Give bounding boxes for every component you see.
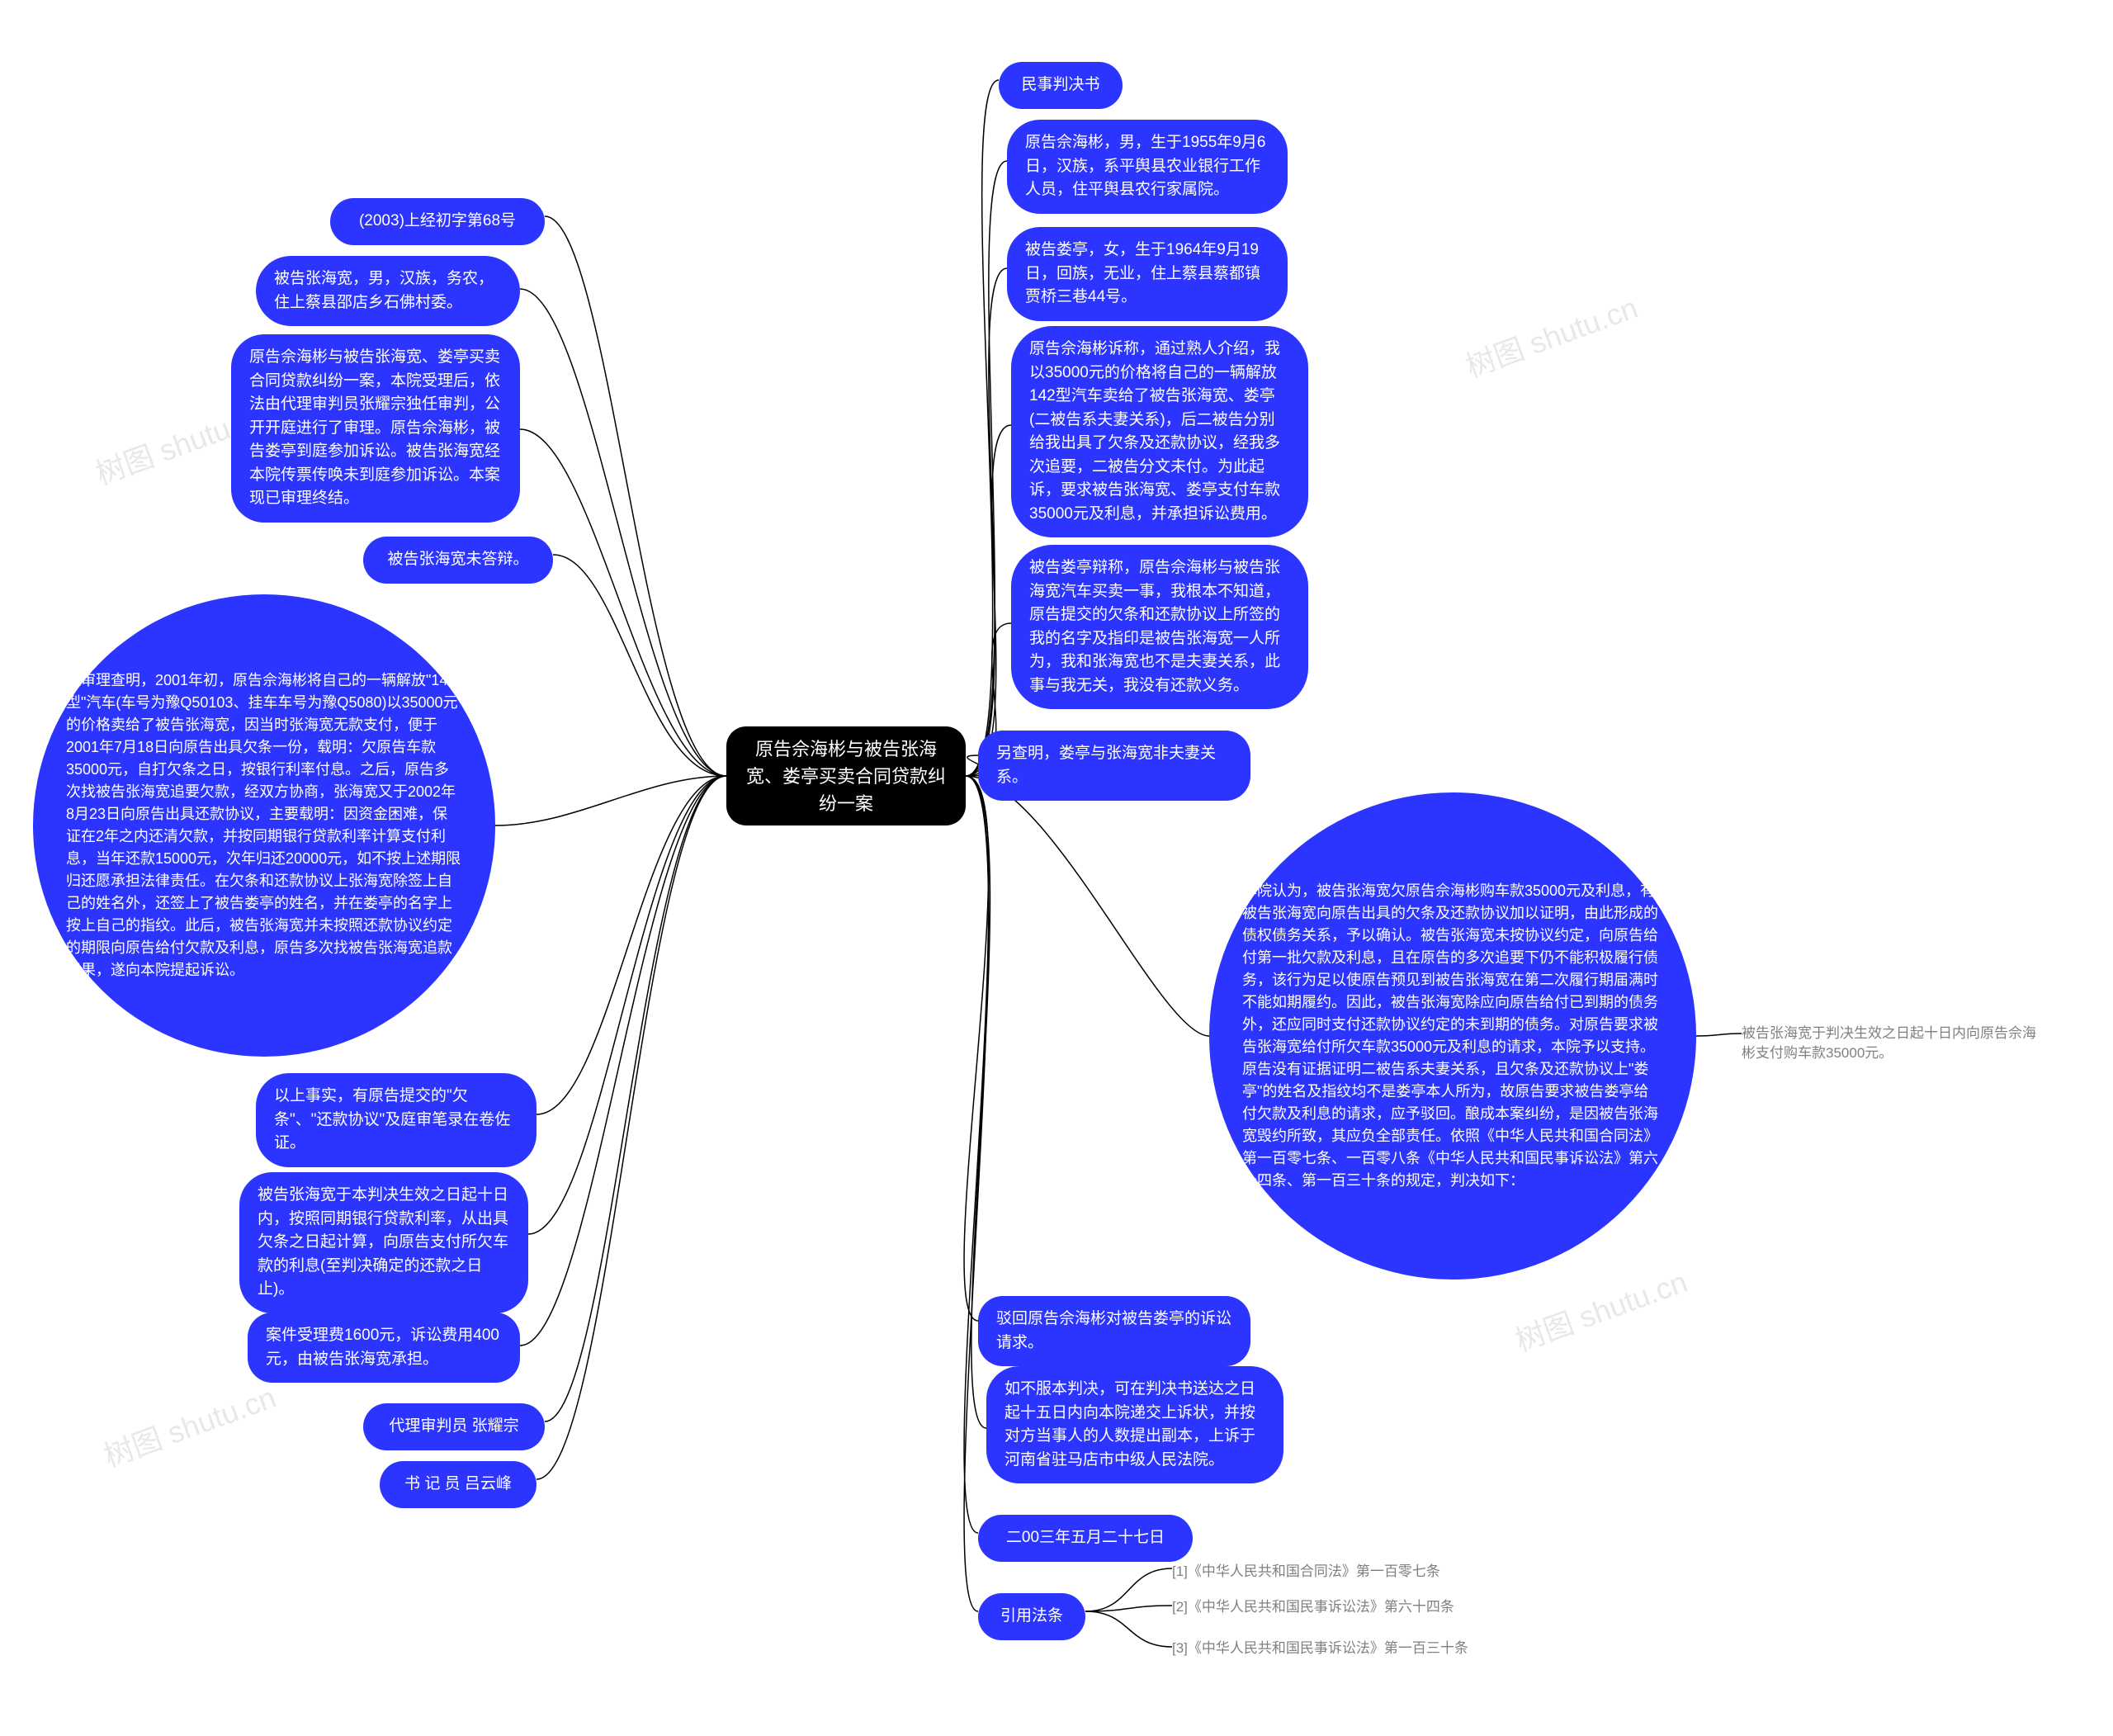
node-clerk: 书 记 员 吕云峰 [380, 1461, 537, 1508]
center-node: 原告佘海彬与被告张海宽、娄亭买卖合同贷款纠纷一案 [726, 726, 966, 825]
node-additional-finding: 另查明，娄亭与张海宽非夫妻关系。 [978, 731, 1250, 801]
node-defendant-lou-info: 被告娄亭，女，生于1964年9月19日，回族，无业，住上蔡县蔡都镇贾桥三巷44号… [1007, 227, 1288, 321]
node-defendant-zhang-info: 被告张海宽，男，汉族，务农，住上蔡县邵店乡石佛村委。 [256, 256, 520, 326]
leaf-law-1: [1]《中华人民共和国合同法》第一百零七条 [1172, 1562, 1469, 1582]
node-appeal-notice: 如不服本判决，可在判决书送达之日起十五日内向本院递交上诉状，并按对方当事人的人数… [986, 1366, 1283, 1483]
node-dismiss-lou: 驳回原告佘海彬对被告娄亭的诉讼请求。 [978, 1296, 1250, 1366]
node-judgment-title: 民事判决书 [999, 62, 1123, 109]
node-court-opinion: 本院认为，被告张海宽欠原告佘海彬购车款35000元及利息，有被告张海宽向原告出具… [1209, 792, 1696, 1280]
node-plaintiff-info: 原告佘海彬，男，生于1955年9月6日，汉族，系平舆县农业银行工作人员，住平舆县… [1007, 120, 1288, 214]
leaf-law-2: [2]《中华人民共和国民事诉讼法》第六十四条 [1172, 1597, 1469, 1617]
watermark: 树图 shutu.cn [1459, 284, 1643, 386]
node-case-number: (2003)上经初字第68号 [330, 198, 545, 245]
watermark: 树图 shutu.cn [1509, 1258, 1693, 1360]
node-plaintiff-claim: 原告佘海彬诉称，通过熟人介绍，我以35000元的价格将自己的一辆解放142型汽车… [1011, 326, 1308, 537]
leaf-law-3: [3]《中华人民共和国民事诉讼法》第一百三十条 [1172, 1639, 1469, 1658]
node-judge: 代理审判员 张耀宗 [363, 1403, 545, 1450]
node-zhang-no-defense: 被告张海宽未答辩。 [363, 537, 553, 584]
node-date: 二00三年五月二十七日 [978, 1515, 1193, 1562]
node-cited-laws: 引用法条 [978, 1593, 1085, 1640]
node-court-fees: 案件受理费1600元，诉讼费用400元，由被告张海宽承担。 [248, 1313, 520, 1383]
node-evidence: 以上事实，有原告提交的"欠条"、"还款协议"及庭审笔录在卷佐证。 [256, 1073, 537, 1167]
node-trial-procedure: 原告佘海彬与被告张海宽、娄亭买卖合同贷款纠纷一案，本院受理后，依法由代理审判员张… [231, 334, 520, 523]
node-facts-found: 经审理查明，2001年初，原告佘海彬将自己的一辆解放"142型"汽车(车号为豫Q… [33, 594, 495, 1057]
watermark: 树图 shutu.cn [97, 1374, 281, 1475]
node-interest-order: 被告张海宽于本判决生效之日起十日内，按照同期银行贷款利率，从出具欠条之日起计算，… [239, 1172, 528, 1313]
node-lou-defense: 被告娄亭辩称，原告佘海彬与被告张海宽汽车买卖一事，我根本不知道，原告提交的欠条和… [1011, 545, 1308, 709]
leaf-payment-order: 被告张海宽于判决生效之日起十日内向原告佘海彬支付购车款35000元。 [1742, 1024, 2039, 1063]
